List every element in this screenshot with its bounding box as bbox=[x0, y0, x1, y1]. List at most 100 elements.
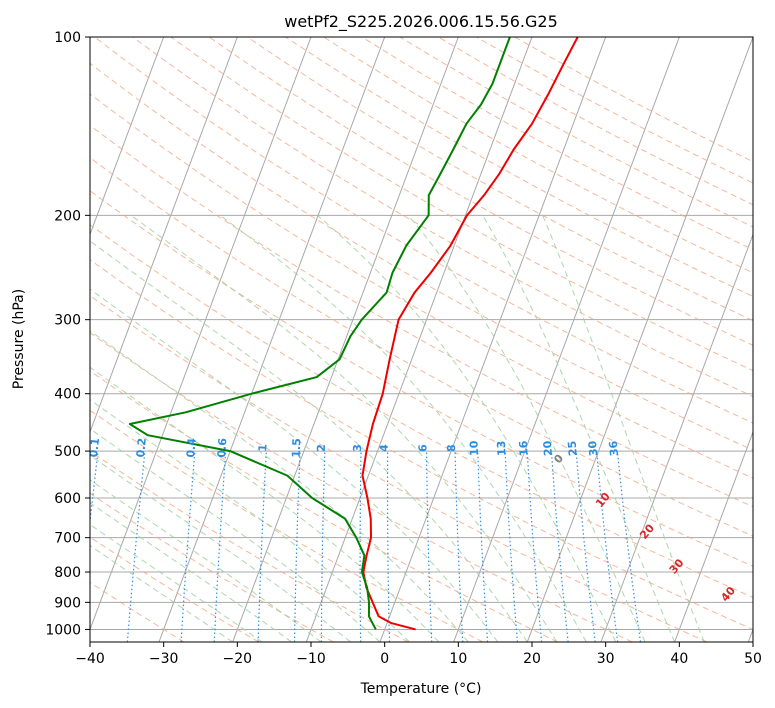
moist-adiabat-36 bbox=[407, 215, 646, 642]
isotherm-40 bbox=[674, 430, 753, 642]
dry-adiabat-120 bbox=[94, 37, 753, 424]
y-tick-label: 900 bbox=[54, 595, 81, 611]
dry-adiabat-40 bbox=[90, 295, 708, 642]
mixing-ratio-label: 2 bbox=[315, 444, 328, 452]
dry-adiabat-80 bbox=[90, 157, 753, 537]
moist-adiabat-12 bbox=[90, 330, 469, 642]
isotherm--60 bbox=[90, 37, 165, 236]
dry-adiabat-140 bbox=[170, 37, 753, 372]
x-tick-label: −30 bbox=[149, 651, 179, 667]
mixing-ratio-label: 6 bbox=[416, 444, 429, 452]
isotherm-grid bbox=[90, 37, 753, 642]
isotherm-10 bbox=[453, 37, 680, 642]
dewpoint-profile bbox=[128, 37, 511, 630]
moist-adiabat-24 bbox=[130, 214, 558, 642]
mixing-ratio-label: 25 bbox=[566, 440, 580, 456]
isotherm--40 bbox=[90, 37, 312, 631]
moist-adiabat--8 bbox=[90, 479, 322, 642]
dry-adiabat-150 bbox=[208, 37, 753, 346]
dry-adiabat-20 bbox=[90, 370, 558, 642]
moist-adiabat--12 bbox=[90, 502, 292, 642]
x-tick-label: −40 bbox=[75, 651, 105, 667]
mixing-ratio-line bbox=[596, 451, 619, 642]
isotherm-0 bbox=[379, 37, 607, 642]
moist-adiabat-40 bbox=[482, 215, 676, 642]
y-tick-label: 200 bbox=[54, 208, 81, 224]
dry-adiabat-130 bbox=[132, 37, 753, 398]
y-tick-label: 100 bbox=[54, 30, 81, 46]
x-tick-label: 50 bbox=[744, 651, 762, 667]
y-axis: 100 200 300 400 500 600 700 800 900 1000 bbox=[45, 30, 90, 638]
dry-adiabat-210 bbox=[437, 37, 753, 206]
moist-adiabat-label: 0 bbox=[551, 452, 566, 466]
y-tick-label: 300 bbox=[54, 313, 81, 329]
mixing-ratio-line bbox=[550, 451, 569, 642]
plot-frame bbox=[89, 36, 754, 643]
mixing-ratio-label: 0.2 bbox=[134, 437, 149, 458]
x-axis-label: Temperature (°C) bbox=[360, 681, 482, 697]
dry-adiabat-220 bbox=[476, 37, 753, 184]
dry-adiabat-90 bbox=[90, 124, 753, 508]
dry-adiabats bbox=[90, 37, 753, 642]
isotherm-50 bbox=[747, 628, 753, 642]
y-tick-label: 1000 bbox=[45, 622, 81, 638]
moist-adiabat-8 bbox=[90, 366, 440, 642]
moist-adiabat-32 bbox=[317, 214, 617, 642]
dry-adiabat-60 bbox=[90, 224, 753, 598]
moist-adiabat-28 bbox=[219, 214, 587, 642]
mixing-ratio-label: 16 bbox=[517, 440, 531, 456]
mixing-ratio-label: 0.1 bbox=[87, 437, 102, 458]
moist-adiabat-label: 40 bbox=[718, 584, 738, 604]
dry-adiabat--30 bbox=[90, 581, 185, 642]
dry-adiabat-170 bbox=[285, 37, 753, 297]
moist-adiabat-label: 10 bbox=[593, 490, 613, 510]
mixing-ratio-line bbox=[616, 451, 642, 642]
mixing-ratio-line bbox=[126, 451, 146, 642]
moist-adiabat-label: 20 bbox=[637, 521, 657, 541]
dry-adiabat-100 bbox=[90, 93, 753, 479]
x-tick-label: 30 bbox=[597, 651, 615, 667]
mixing-ratio-label: 36 bbox=[607, 440, 621, 457]
y-tick-label: 500 bbox=[54, 444, 81, 460]
moist-adiabat-16 bbox=[90, 288, 499, 642]
moist-adiabat-44 bbox=[542, 215, 705, 642]
mixing-ratio-line bbox=[386, 451, 391, 642]
moist-adiabats bbox=[90, 214, 705, 642]
dry-adiabat-180 bbox=[323, 37, 753, 274]
isotherm-20 bbox=[526, 37, 753, 642]
y-tick-label: 400 bbox=[54, 387, 81, 403]
mixing-ratio-label: 3 bbox=[351, 444, 364, 452]
mixing-ratio-line bbox=[575, 451, 596, 642]
dry-adiabat-230 bbox=[514, 37, 753, 163]
mixing-ratio-label: 30 bbox=[586, 440, 600, 457]
x-axis: −40 −30 −20 −10 0 10 20 30 40 50 bbox=[75, 642, 762, 667]
plot-area: 0.10.20.40.611.52346810131620253036-100-… bbox=[0, 37, 753, 642]
chart-title: wetPf2_S225.2026.006.15.56.G25 bbox=[284, 12, 558, 32]
mixing-ratio-line bbox=[90, 451, 99, 527]
dry-adiabat--20 bbox=[90, 536, 260, 642]
isotherm--10 bbox=[305, 37, 533, 642]
mixing-ratio-label: 0.6 bbox=[215, 437, 229, 458]
x-tick-label: 20 bbox=[523, 651, 541, 667]
mixing-ratio-line bbox=[477, 451, 489, 642]
y-tick-label: 800 bbox=[54, 565, 81, 581]
mixing-ratio-label: 0.4 bbox=[184, 437, 199, 458]
mixing-ratio-line bbox=[526, 451, 543, 642]
dry-adiabat-160 bbox=[247, 37, 753, 322]
mixing-ratio-line bbox=[293, 451, 301, 642]
dry-adiabat-70 bbox=[90, 190, 753, 567]
y-tick-label: 700 bbox=[54, 531, 81, 547]
dry-adiabat-50 bbox=[90, 259, 753, 630]
mixing-ratio-label: 10 bbox=[468, 440, 482, 456]
x-tick-label: −10 bbox=[296, 651, 326, 667]
y-tick-label: 600 bbox=[54, 491, 81, 507]
dry-adiabat-30 bbox=[90, 332, 633, 642]
dry-adiabat-label: -10 bbox=[0, 425, 23, 448]
y-axis-label: Pressure (hPa) bbox=[11, 289, 27, 389]
mixing-ratio-line bbox=[320, 451, 326, 642]
moist-adiabat-0 bbox=[90, 428, 381, 642]
dry-adiabat-10 bbox=[90, 409, 484, 642]
isotherm--50 bbox=[90, 37, 238, 434]
isobar-grid bbox=[90, 37, 753, 630]
